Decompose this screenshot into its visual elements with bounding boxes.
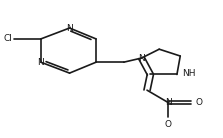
Text: N: N: [138, 54, 145, 63]
Text: O: O: [196, 98, 203, 107]
Text: N: N: [66, 23, 73, 33]
Text: NH: NH: [182, 69, 196, 78]
Text: O: O: [165, 120, 171, 129]
Text: N: N: [165, 98, 171, 107]
Text: Cl: Cl: [3, 34, 12, 43]
Text: N: N: [37, 58, 44, 67]
